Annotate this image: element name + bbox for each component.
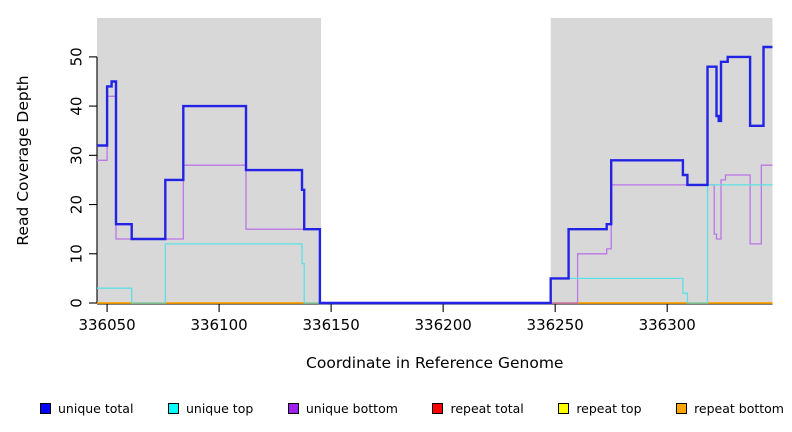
series-unique-bottom: [97, 95, 773, 304]
x-tick-label: 336200: [415, 316, 472, 334]
x-tick-label: 336100: [190, 316, 247, 334]
y-axis-title: Read Coverage Depth: [14, 75, 32, 245]
legend-label-repeat-top: repeat top: [576, 400, 642, 416]
coverage-chart: 0 10 20 30 40 50 336050 336100 336150 336200 33625…: [14, 18, 773, 372]
y-tick-label: 30: [68, 146, 86, 165]
x-tick-label: 336150: [302, 316, 359, 334]
legend-item-repeat-top: repeat top: [558, 400, 642, 416]
legend-label-unique-bottom: unique bottom: [305, 400, 398, 416]
legend-swatch-unique-total: [40, 402, 51, 414]
y-tick-label: 10: [68, 244, 86, 263]
x-axis-title: Coordinate in Reference Genome: [306, 354, 563, 372]
legend-item-unique-total: unique total: [40, 401, 133, 416]
chart-legend: unique total unique top unique bottom repea…: [40, 397, 784, 419]
y-tick-label: 40: [68, 97, 86, 116]
legend-label-repeat-total: repeat total: [450, 400, 524, 416]
legend-label-repeat-bottom: repeat bottom: [694, 400, 784, 416]
y-tick-label: 20: [68, 195, 86, 214]
legend-item-unique-bottom: unique bottom: [287, 400, 398, 416]
legend-label-unique-total: unique total: [58, 400, 134, 416]
legend-swatch-repeat-total: [432, 402, 444, 414]
x-tick-label: 336050: [78, 316, 135, 334]
legend-swatch-unique-bottom: [287, 402, 299, 414]
y-tick-label: 50: [68, 47, 86, 66]
y-tick-label: 0: [68, 298, 86, 308]
legend-swatch-repeat-top: [558, 402, 570, 414]
legend-swatch-unique-top: [167, 402, 179, 414]
legend-item-unique-top: unique top: [167, 400, 254, 416]
x-tick-label: 336250: [527, 316, 584, 334]
series-unique-total: [97, 45, 773, 305]
legend-swatch-repeat-bottom: [676, 402, 688, 414]
legend-item-repeat-bottom: repeat bottom: [676, 401, 784, 416]
legend-label-unique-top: unique top: [185, 400, 254, 416]
legend-item-repeat-total: repeat total: [432, 400, 524, 416]
shaded-region-0: [97, 18, 322, 304]
x-tick-label: 336300: [639, 316, 696, 334]
